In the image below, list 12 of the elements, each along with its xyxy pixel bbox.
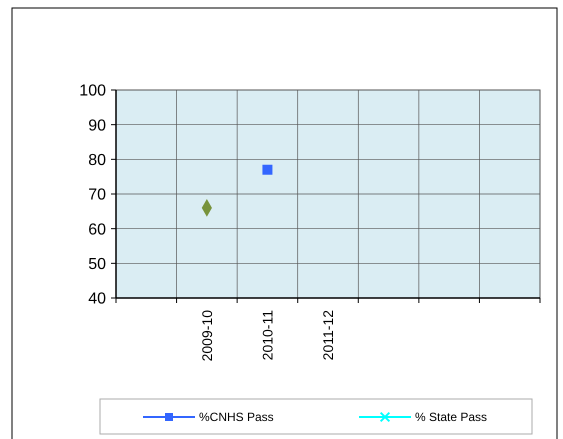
y-tick-label: 80 [88,152,106,169]
y-tick-label: 40 [88,290,106,308]
y-tick-label: 60 [88,221,106,238]
x-tick-label: 2010-11 [259,310,276,360]
legend-label: %CNHS Pass [199,410,274,424]
y-tick-label: 100 [79,82,106,100]
x-tick-label: 2011-12 [320,310,336,360]
y-tick-label: 90 [88,117,106,134]
y-tick-label: 70 [88,186,106,204]
x-tick-label: 2009-10 [198,310,215,362]
legend-label: % State Pass [415,410,488,424]
y-tick-label: 50 [88,256,106,273]
